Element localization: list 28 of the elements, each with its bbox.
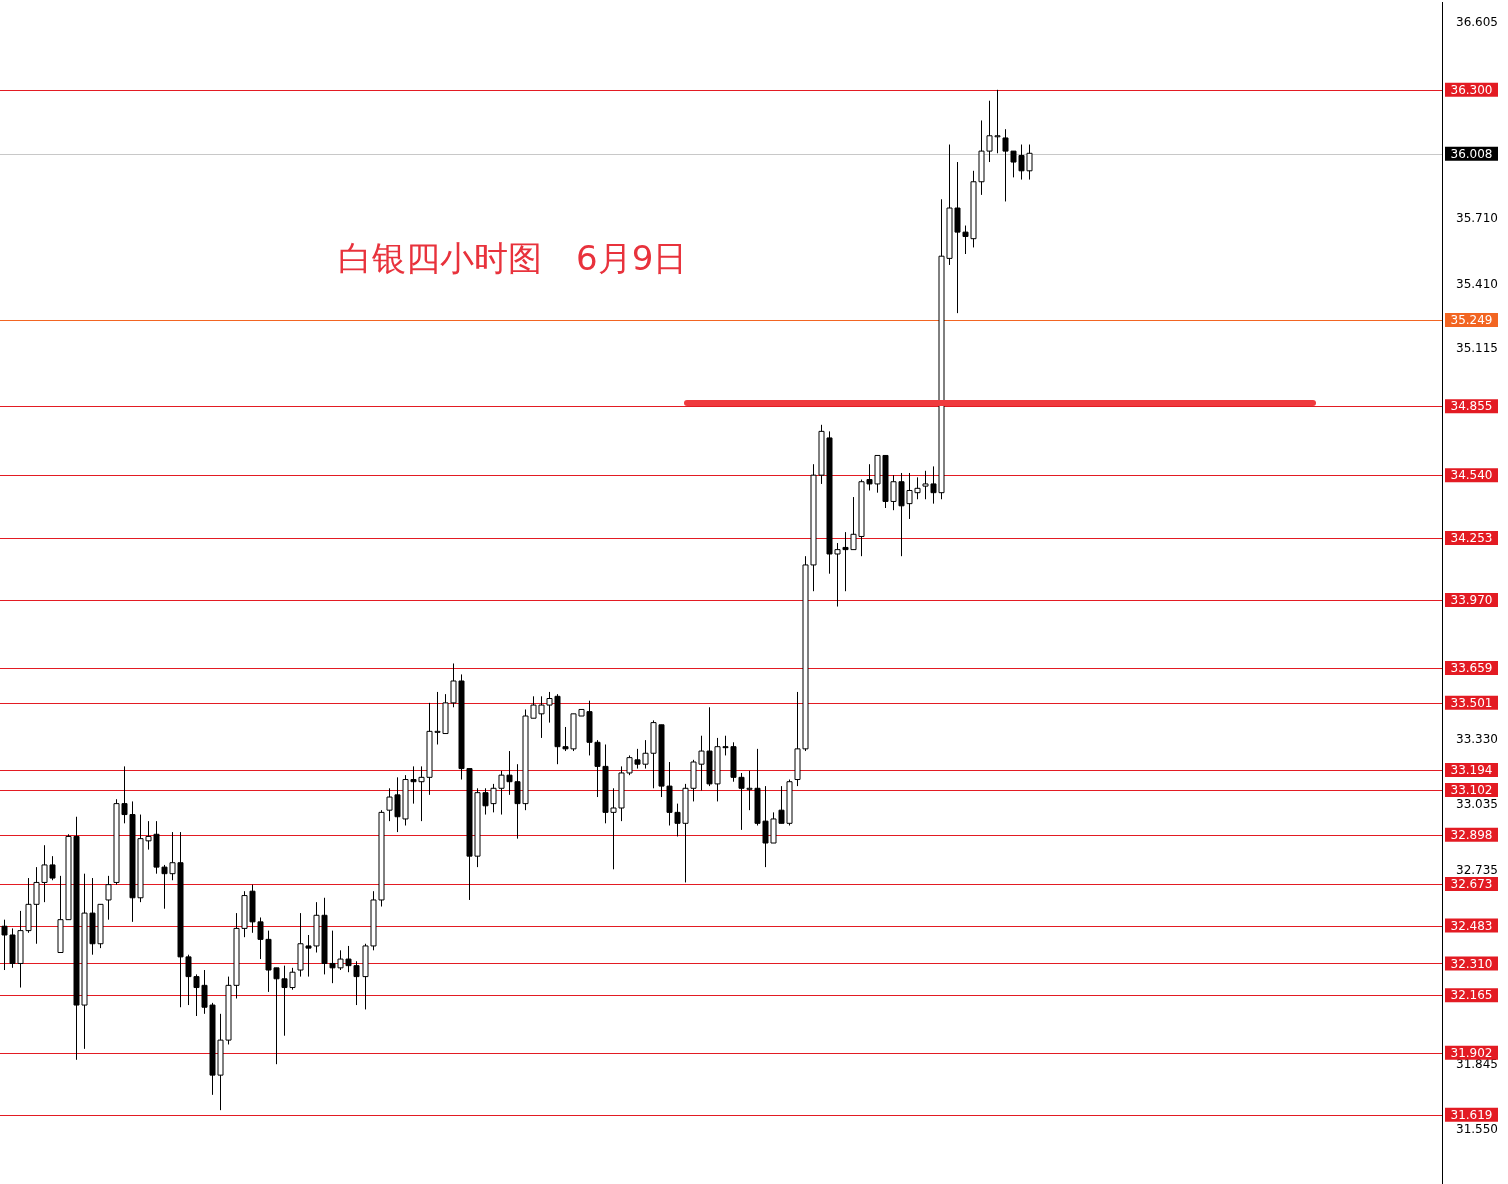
ref-line-label: 36.300 — [1450, 82, 1493, 97]
ref-line-label: 32.673 — [1450, 877, 1493, 892]
ref-line-label: 31.619 — [1450, 1107, 1493, 1122]
ref-line-label: 34.540 — [1450, 468, 1493, 483]
y-tick-label: 31.550 — [1456, 1121, 1498, 1136]
ref-line-label: 34.253 — [1450, 531, 1493, 546]
ref-line-label: 33.102 — [1450, 783, 1493, 798]
ref-line-label: 33.194 — [1450, 763, 1493, 778]
ref-line-label: 31.902 — [1450, 1045, 1493, 1060]
ref-line-label: 32.483 — [1450, 918, 1493, 933]
y-tick-label: 35.115 — [1456, 341, 1498, 356]
ref-line-label: 33.970 — [1450, 593, 1493, 608]
y-tick-label: 31.845 — [1456, 1057, 1498, 1072]
text: 白银四小时图 6月9日 — [338, 237, 688, 280]
y-tick-label: 36.605 — [1456, 15, 1498, 30]
ref-line-label: 36.008 — [1450, 146, 1493, 161]
ref-line-label: 32.165 — [1450, 988, 1493, 1003]
ref-line-label: 33.501 — [1450, 695, 1493, 710]
y-tick-label: 35.410 — [1456, 276, 1498, 291]
ref-line-label: 34.855 — [1450, 399, 1493, 414]
y-tick-label: 33.035 — [1456, 796, 1498, 811]
ref-line-label: 35.249 — [1450, 313, 1493, 328]
y-tick-label: 32.735 — [1456, 862, 1498, 877]
ref-line-label: 32.310 — [1450, 956, 1493, 971]
ref-line-label: 33.659 — [1450, 661, 1493, 676]
y-tick-label: 33.330 — [1456, 732, 1498, 747]
y-tick-label: 35.710 — [1456, 211, 1498, 226]
ref-line-label: 32.898 — [1450, 827, 1493, 842]
